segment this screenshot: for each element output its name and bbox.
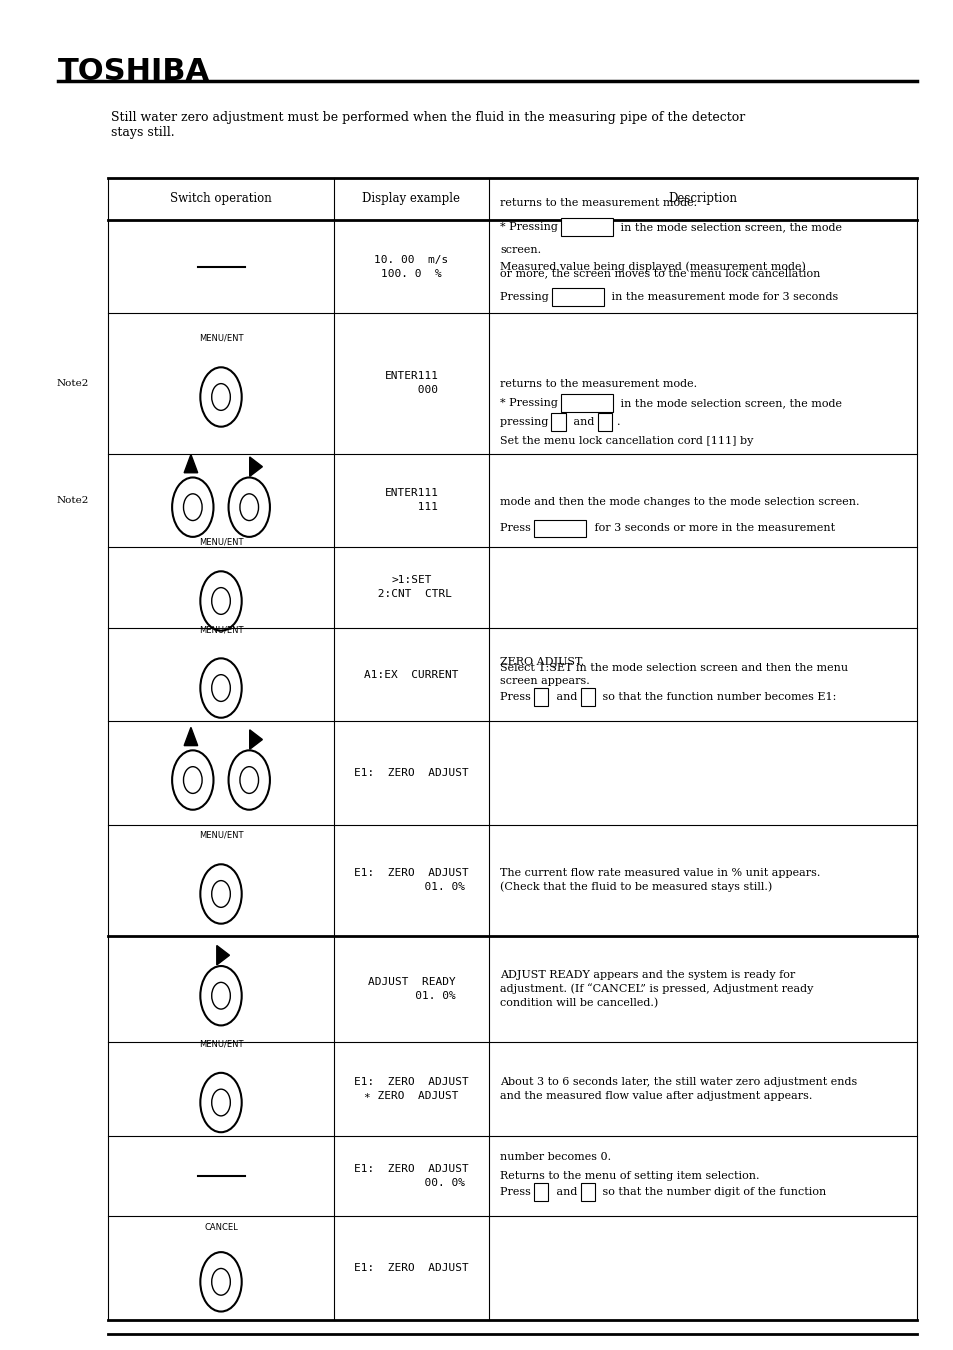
FancyBboxPatch shape (598, 413, 611, 431)
Text: Press: Press (499, 524, 535, 533)
Text: Press: Press (499, 693, 535, 702)
Polygon shape (537, 1185, 544, 1196)
Text: E1:  ZERO  ADJUST
          00. 0%: E1: ZERO ADJUST 00. 0% (354, 1164, 468, 1188)
Text: ENTER111
     000: ENTER111 000 (384, 371, 438, 396)
Text: Description: Description (668, 193, 737, 205)
Text: MENU/ENT: MENU/ENT (198, 333, 243, 343)
Polygon shape (584, 1187, 592, 1197)
Text: ENTER111
     111: ENTER111 111 (384, 489, 438, 513)
Text: mode and then the mode changes to the mode selection screen.: mode and then the mode changes to the mo… (499, 497, 859, 506)
FancyBboxPatch shape (551, 288, 603, 305)
Text: * Pressing: * Pressing (499, 398, 561, 408)
Polygon shape (184, 455, 197, 472)
Text: so that the function number becomes E1:: so that the function number becomes E1: (598, 693, 836, 702)
Text: ZERO ADJUST.: ZERO ADJUST. (499, 657, 584, 667)
Polygon shape (537, 690, 544, 701)
Text: in the measurement mode for 3 seconds: in the measurement mode for 3 seconds (608, 292, 838, 302)
Text: Still water zero adjustment must be performed when the fluid in the measuring pi: Still water zero adjustment must be perf… (111, 111, 744, 139)
Polygon shape (555, 414, 561, 425)
Text: E1:  ZERO  ADJUST: E1: ZERO ADJUST (354, 768, 468, 779)
Text: and: and (553, 693, 580, 702)
Text: ADJUST READY appears and the system is ready for
adjustment. (If “CANCEL” is pre: ADJUST READY appears and the system is r… (499, 971, 813, 1008)
Text: in the mode selection screen, the mode: in the mode selection screen, the mode (617, 221, 841, 232)
Text: Select 1:SET in the mode selection screen and then the menu
screen appears.: Select 1:SET in the mode selection scree… (499, 663, 847, 686)
Text: pressing: pressing (499, 417, 552, 427)
Text: MENU/ENT: MENU/ENT (198, 539, 243, 547)
FancyBboxPatch shape (580, 1184, 594, 1202)
Text: and: and (570, 417, 598, 427)
Text: or more, the screen moves to the menu lock cancellation: or more, the screen moves to the menu lo… (499, 269, 820, 278)
Text: MENU/ENT: MENU/ENT (198, 625, 243, 634)
Text: for 3 seconds or more in the measurement: for 3 seconds or more in the measurement (590, 524, 834, 533)
Text: MENU/ENT: MENU/ENT (198, 1040, 243, 1049)
Text: Switch operation: Switch operation (170, 193, 272, 205)
Text: .: . (616, 417, 619, 427)
Text: * Pressing: * Pressing (499, 221, 561, 232)
Polygon shape (250, 456, 262, 477)
Text: A1:EX  CURRENT: A1:EX CURRENT (364, 670, 458, 679)
FancyBboxPatch shape (580, 688, 594, 706)
Text: 10. 00  m/s
100. 0  %: 10. 00 m/s 100. 0 % (374, 255, 448, 278)
Text: E1:  ZERO  ADJUST
          01. 0%: E1: ZERO ADJUST 01. 0% (354, 868, 468, 892)
Text: TOSHIBA: TOSHIBA (58, 57, 211, 85)
Text: returns to the measurement mode.: returns to the measurement mode. (499, 198, 697, 208)
FancyBboxPatch shape (551, 413, 565, 431)
FancyBboxPatch shape (560, 217, 612, 235)
Text: Pressing: Pressing (499, 292, 552, 302)
FancyBboxPatch shape (534, 688, 548, 706)
Text: Display example: Display example (362, 193, 460, 205)
Text: in the mode selection screen, the mode: in the mode selection screen, the mode (617, 398, 841, 408)
Text: CANCEL: CANCEL (204, 1223, 237, 1233)
Text: ADJUST  READY
       01. 0%: ADJUST READY 01. 0% (367, 977, 455, 1000)
Text: About 3 to 6 seconds later, the still water zero adjustment ends
and the measure: About 3 to 6 seconds later, the still wa… (499, 1077, 857, 1100)
Text: E1:  ZERO  ADJUST
∗ ZERO  ADJUST: E1: ZERO ADJUST ∗ ZERO ADJUST (354, 1077, 468, 1102)
Polygon shape (602, 416, 609, 427)
Text: The current flow rate measured value in % unit appears.
(Check that the fluid to: The current flow rate measured value in … (499, 868, 820, 892)
Text: screen.: screen. (499, 246, 541, 255)
Text: Measured value being displayed (measurement mode): Measured value being displayed (measurem… (499, 262, 805, 271)
Polygon shape (250, 730, 262, 749)
FancyBboxPatch shape (534, 520, 585, 537)
Text: Note2: Note2 (57, 495, 90, 505)
Text: E1:  ZERO  ADJUST: E1: ZERO ADJUST (354, 1264, 468, 1273)
Text: Set the menu lock cancellation cord [111] by: Set the menu lock cancellation cord [111… (499, 436, 753, 446)
Text: Note2: Note2 (57, 379, 90, 387)
FancyBboxPatch shape (534, 1184, 548, 1202)
Polygon shape (184, 728, 197, 745)
Text: and: and (553, 1187, 580, 1197)
Polygon shape (216, 945, 230, 965)
Text: number becomes 0.: number becomes 0. (499, 1153, 611, 1162)
FancyBboxPatch shape (560, 394, 612, 412)
Text: returns to the measurement mode.: returns to the measurement mode. (499, 379, 697, 389)
Text: Press: Press (499, 1187, 535, 1197)
Text: >1:SET
 2:CNT  CTRL: >1:SET 2:CNT CTRL (371, 575, 452, 599)
Polygon shape (584, 691, 592, 702)
Text: MENU/ENT: MENU/ENT (198, 832, 243, 840)
Text: Returns to the menu of setting item selection.: Returns to the menu of setting item sele… (499, 1170, 759, 1181)
Text: so that the number digit of the function: so that the number digit of the function (598, 1187, 825, 1197)
